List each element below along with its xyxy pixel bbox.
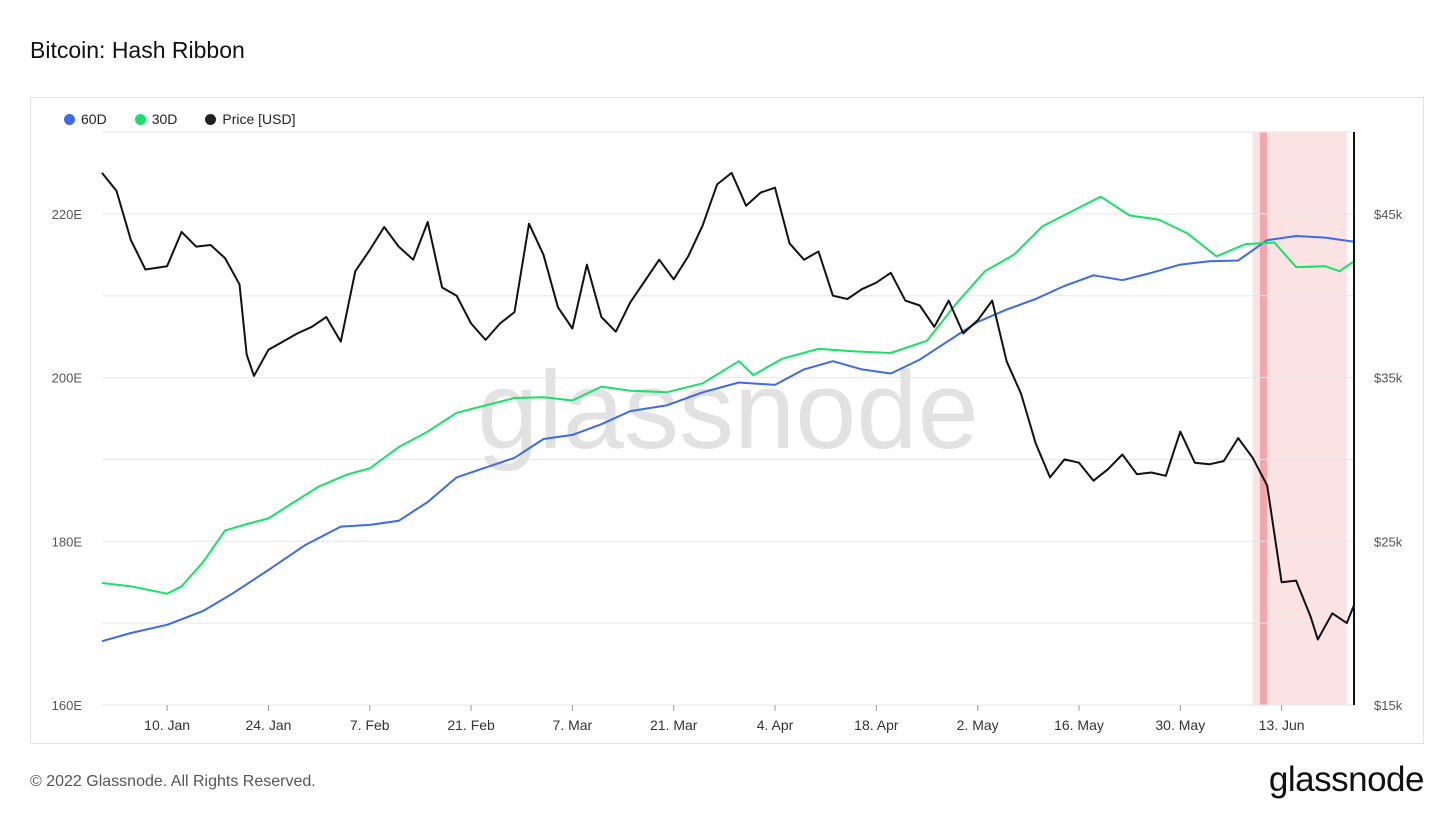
legend-dot-price: [205, 113, 217, 125]
y-right-tick-label: $25k: [1374, 534, 1403, 549]
x-tick-label: 2. May: [957, 717, 999, 733]
x-tick-label: 10. Jan: [144, 717, 190, 733]
series-line-30d: [101, 195, 1355, 595]
copyright-text: © 2022 Glassnode. All Rights Reserved.: [30, 773, 316, 790]
legend-item-60d[interactable]: 60D: [64, 111, 107, 127]
legend-label-price: Price [USD]: [222, 111, 296, 127]
x-tick-label: 30. May: [1155, 717, 1205, 733]
y-left-tick-label: 180E: [52, 534, 83, 549]
legend-dot-30d: [134, 113, 146, 125]
highlight-band-emphasis: [1259, 132, 1268, 705]
chart-title: Bitcoin: Hash Ribbon: [30, 37, 245, 63]
x-tick-label: 21. Mar: [650, 717, 698, 733]
glassnode-logo[interactable]: glassnode: [1268, 760, 1425, 799]
x-tick-label: 18. Apr: [854, 717, 899, 733]
x-tick-label: 7. Feb: [350, 717, 390, 733]
y-right-tick-label: $15k: [1374, 698, 1403, 713]
legend-label-60d: 60D: [81, 111, 107, 127]
watermark-text: glassnode: [477, 349, 979, 472]
legend-item-price[interactable]: Price [USD]: [205, 111, 296, 127]
series-line-price: [101, 171, 1355, 641]
chart-legend: 60D 30D Price [USD]: [64, 111, 324, 127]
legend-label-30d: 30D: [151, 111, 178, 127]
y-left-tick-label: 220E: [52, 207, 83, 222]
y-left-tick-label: 200E: [52, 371, 83, 386]
legend-item-30d[interactable]: 30D: [134, 111, 178, 127]
x-tick-label: 4. Apr: [757, 717, 794, 733]
chart-frame: [30, 97, 1424, 744]
highlight-band: [1252, 132, 1347, 705]
y-left-tick-label: 160E: [52, 698, 83, 713]
x-tick-label: 16. May: [1054, 717, 1104, 733]
x-tick-label: 24. Jan: [245, 717, 291, 733]
x-tick-label: 13. Jun: [1259, 717, 1305, 733]
series-line-60d: [101, 235, 1355, 643]
y-right-tick-label: $45k: [1374, 207, 1403, 222]
y-right-tick-label: $35k: [1374, 371, 1403, 386]
x-tick-label: 7. Mar: [553, 717, 593, 733]
legend-dot-60d: [64, 113, 75, 125]
x-tick-label: 21. Feb: [447, 717, 495, 733]
